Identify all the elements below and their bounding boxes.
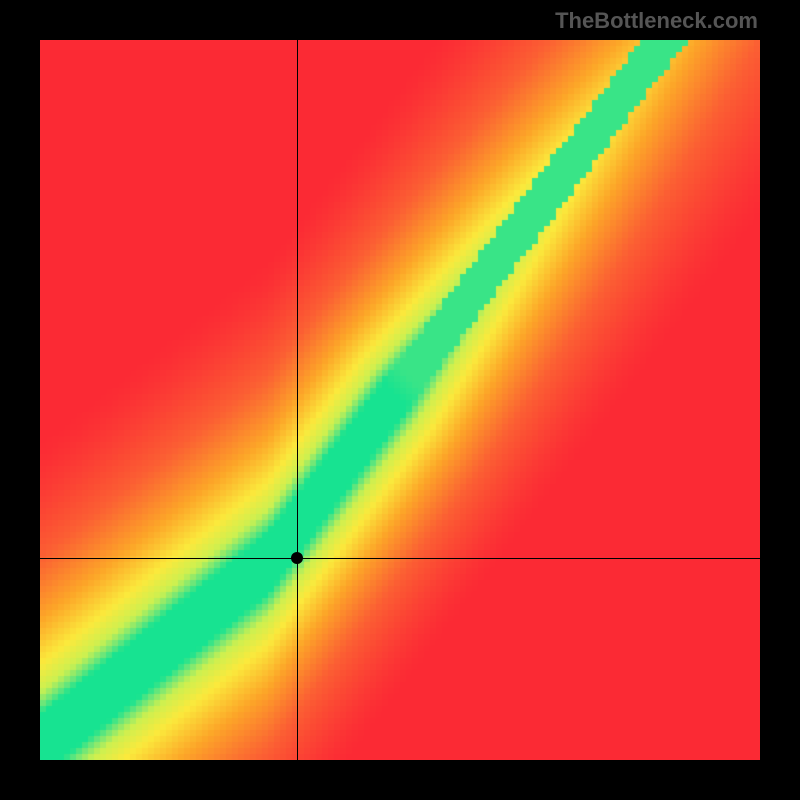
crosshair-horizontal xyxy=(40,558,760,559)
marker-dot xyxy=(291,552,303,564)
chart-area xyxy=(40,40,760,760)
watermark-text: TheBottleneck.com xyxy=(555,8,758,34)
heatmap-canvas xyxy=(40,40,760,760)
crosshair-vertical xyxy=(297,40,298,760)
